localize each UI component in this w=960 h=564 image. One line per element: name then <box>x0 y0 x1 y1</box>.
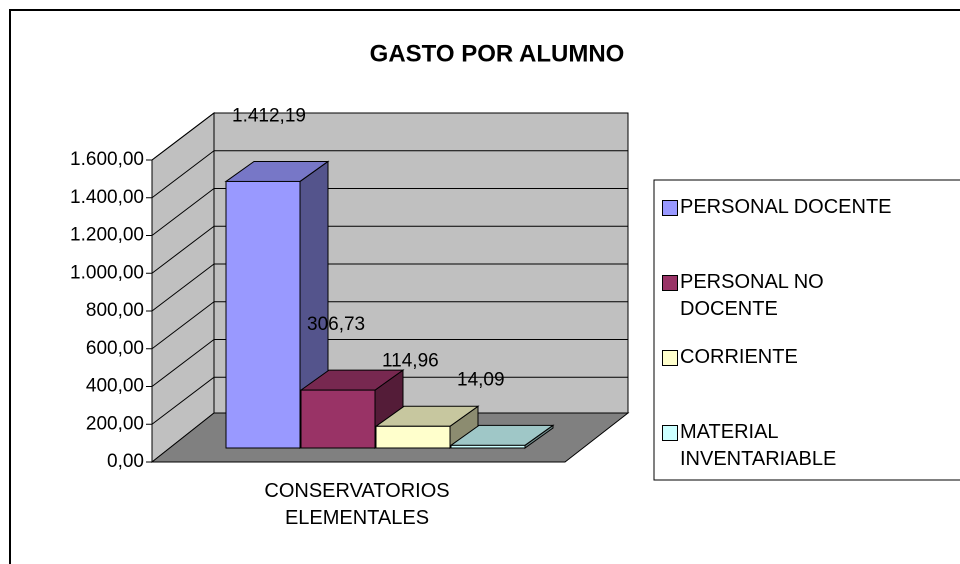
grid-line <box>151 150 215 199</box>
legend-swatch <box>662 275 678 291</box>
y-tick-label: 200,00 <box>86 413 144 434</box>
grid-line <box>151 112 215 161</box>
bar <box>300 389 376 449</box>
y-tick-label: 1.600,00 <box>70 149 144 170</box>
legend-label: MATERIAL INVENTARIABLE <box>680 421 837 470</box>
y-tick-label: 1.400,00 <box>70 187 144 208</box>
bar <box>225 180 301 449</box>
y-tick-label: 400,00 <box>86 376 144 397</box>
grid-line <box>151 225 215 274</box>
bar <box>450 444 526 449</box>
data-label: 306,73 <box>307 314 365 335</box>
grid-line <box>151 339 215 387</box>
y-tick-label: 800,00 <box>86 300 144 321</box>
data-label: 1.412,19 <box>232 105 306 126</box>
data-label: 114,96 <box>382 350 439 371</box>
legend-label: PERSONAL NO DOCENTE <box>680 271 824 320</box>
legend-swatch <box>662 425 678 441</box>
chart-title: GASTO POR ALUMNO <box>370 40 625 67</box>
legend-swatch <box>662 350 678 366</box>
y-tick-label: 600,00 <box>86 338 144 359</box>
bar <box>375 425 451 449</box>
y-tick-label: 1.200,00 <box>70 225 144 246</box>
legend-label: PERSONAL DOCENTE <box>680 196 892 218</box>
grid-line <box>151 188 215 236</box>
legend-box <box>653 179 960 481</box>
grid-line <box>151 301 215 350</box>
legend-label: CORRIENTE <box>680 346 798 368</box>
legend-swatch <box>662 200 678 216</box>
grid-line <box>151 263 215 312</box>
y-tick-label: 1.000,00 <box>70 262 144 283</box>
y-tick-label: 0,00 <box>107 451 144 472</box>
data-label: 14,09 <box>457 369 505 390</box>
x-tick-label: CONSERVATORIOS ELEMENTALES <box>264 480 450 529</box>
grid-line <box>151 376 215 425</box>
